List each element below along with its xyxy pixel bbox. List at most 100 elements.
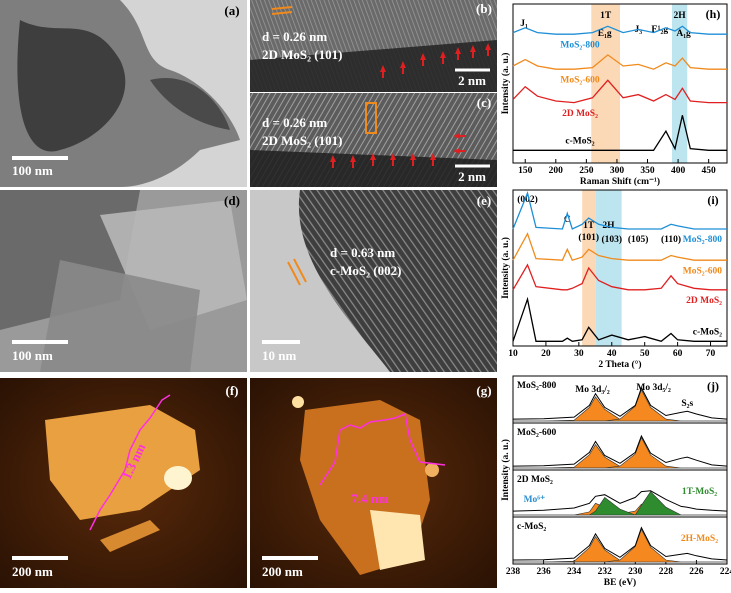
series-line	[512, 25, 727, 35]
band-label: 1T	[583, 221, 595, 231]
panel-label: (b)	[476, 1, 492, 16]
arrow	[430, 153, 436, 166]
arrow	[380, 65, 386, 78]
peak-label: J₁	[520, 19, 528, 29]
flake	[100, 520, 160, 552]
plane: 2D MoS₂ (101)	[262, 133, 342, 148]
arrow	[470, 45, 476, 58]
peak-label: C	[564, 215, 571, 225]
arrow	[420, 53, 426, 66]
series-label: 2D MoS₂	[686, 296, 722, 306]
scale-label: 2 nm	[458, 73, 486, 88]
arrow	[453, 133, 466, 139]
d-spacing: d = 0.63 nm	[330, 245, 395, 260]
panel-label: (j)	[707, 379, 719, 393]
peak-label: (110)	[661, 234, 681, 245]
plot-frame	[512, 189, 728, 347]
x-tick-label: 400	[671, 166, 686, 176]
x-tick-label: 10	[508, 349, 518, 359]
arrow	[455, 47, 461, 60]
peak-label: (101)	[578, 232, 599, 243]
arrow	[350, 155, 356, 168]
x-tick-label: 250	[579, 166, 594, 176]
panel-label: (a)	[224, 3, 239, 18]
arrow	[390, 153, 396, 166]
peak-label: Mo 3d₃/₂	[575, 385, 610, 395]
arrow	[400, 61, 406, 74]
panel-label: (g)	[476, 383, 491, 398]
fit-component	[513, 396, 727, 422]
plane: c-MoS₂ (002)	[330, 263, 401, 278]
series-line	[513, 115, 727, 151]
envelope-line	[512, 434, 728, 467]
x-tick-label: 30	[574, 349, 584, 359]
highlight-band	[595, 190, 622, 346]
scale-label: 10 nm	[262, 348, 296, 363]
height-label: 7.4 nm	[351, 491, 389, 506]
scale-label: 200 nm	[262, 564, 303, 579]
scale-label: 200 nm	[12, 564, 53, 579]
nanoflower-core	[17, 20, 126, 152]
sample-label: 2D MoS₂	[517, 475, 553, 485]
series-line	[512, 232, 727, 261]
flake	[45, 405, 200, 520]
x-tick-label: 50	[640, 349, 650, 359]
series-label: c-MoS₂	[693, 328, 722, 338]
petal	[150, 78, 230, 130]
series-line	[512, 296, 727, 343]
profile-line	[89, 394, 171, 531]
series-line	[512, 190, 727, 230]
sample-label: MoS₂-800	[517, 381, 557, 391]
profile-line	[319, 412, 446, 486]
layered-crystal	[298, 190, 497, 372]
particle	[370, 510, 425, 570]
panel-label: (f)	[226, 383, 239, 398]
edge-arrows	[330, 133, 466, 168]
scale-label: 100 nm	[12, 348, 53, 363]
x-tick-label: 150	[518, 166, 533, 176]
fit-component	[513, 436, 727, 469]
peak-label: J₃	[635, 25, 643, 35]
y-axis-title: Intensity (a. u.)	[500, 53, 511, 115]
lattice-marker	[287, 261, 301, 286]
panel-label: (h)	[706, 7, 721, 21]
x-tick-label: 20	[541, 349, 551, 359]
sample-label: c-MoS₂	[517, 522, 546, 532]
x-axis-title: Raman Shift (cm⁻¹)	[580, 176, 660, 187]
panel-label: (c)	[477, 95, 491, 110]
particle	[425, 463, 439, 477]
sample-label: MoS₂-600	[517, 428, 557, 438]
fit-component	[513, 389, 727, 422]
x-tick-label: 226	[689, 567, 704, 577]
lattice-marker	[271, 6, 293, 10]
peak-label: (103)	[601, 234, 622, 245]
d-spacing: d = 0.26 nm	[262, 115, 327, 130]
x-tick-label: 200	[549, 166, 564, 176]
x-tick-label: 300	[610, 166, 625, 176]
x-tick-label: 232	[598, 567, 613, 577]
series-line	[512, 54, 727, 70]
x-tick-label: 350	[640, 166, 655, 176]
band-label: 2H	[674, 11, 687, 21]
arrow	[453, 148, 466, 154]
scale-label: 100 nm	[12, 163, 53, 178]
x-tick-label: 238	[506, 567, 521, 577]
d-spacing: d = 0.26 nm	[262, 29, 327, 44]
peak-label: Mo 3d₅/₂	[636, 383, 671, 393]
x-tick-label: 234	[567, 567, 582, 577]
envelope-line	[512, 386, 728, 420]
x-tick-label: 70	[706, 349, 716, 359]
peak-label: E₁g	[598, 29, 612, 39]
plane: 2D MoS₂ (101)	[262, 47, 342, 62]
edge-region	[250, 40, 497, 92]
peak-label: (105)	[628, 234, 649, 245]
series-label: MoS₂-600	[560, 75, 600, 85]
series-label: MoS₂-800	[683, 235, 723, 245]
x-tick-label: 40	[607, 349, 617, 359]
envelope-line	[512, 490, 728, 512]
series-line	[512, 79, 727, 104]
lattice-marker	[271, 11, 293, 15]
